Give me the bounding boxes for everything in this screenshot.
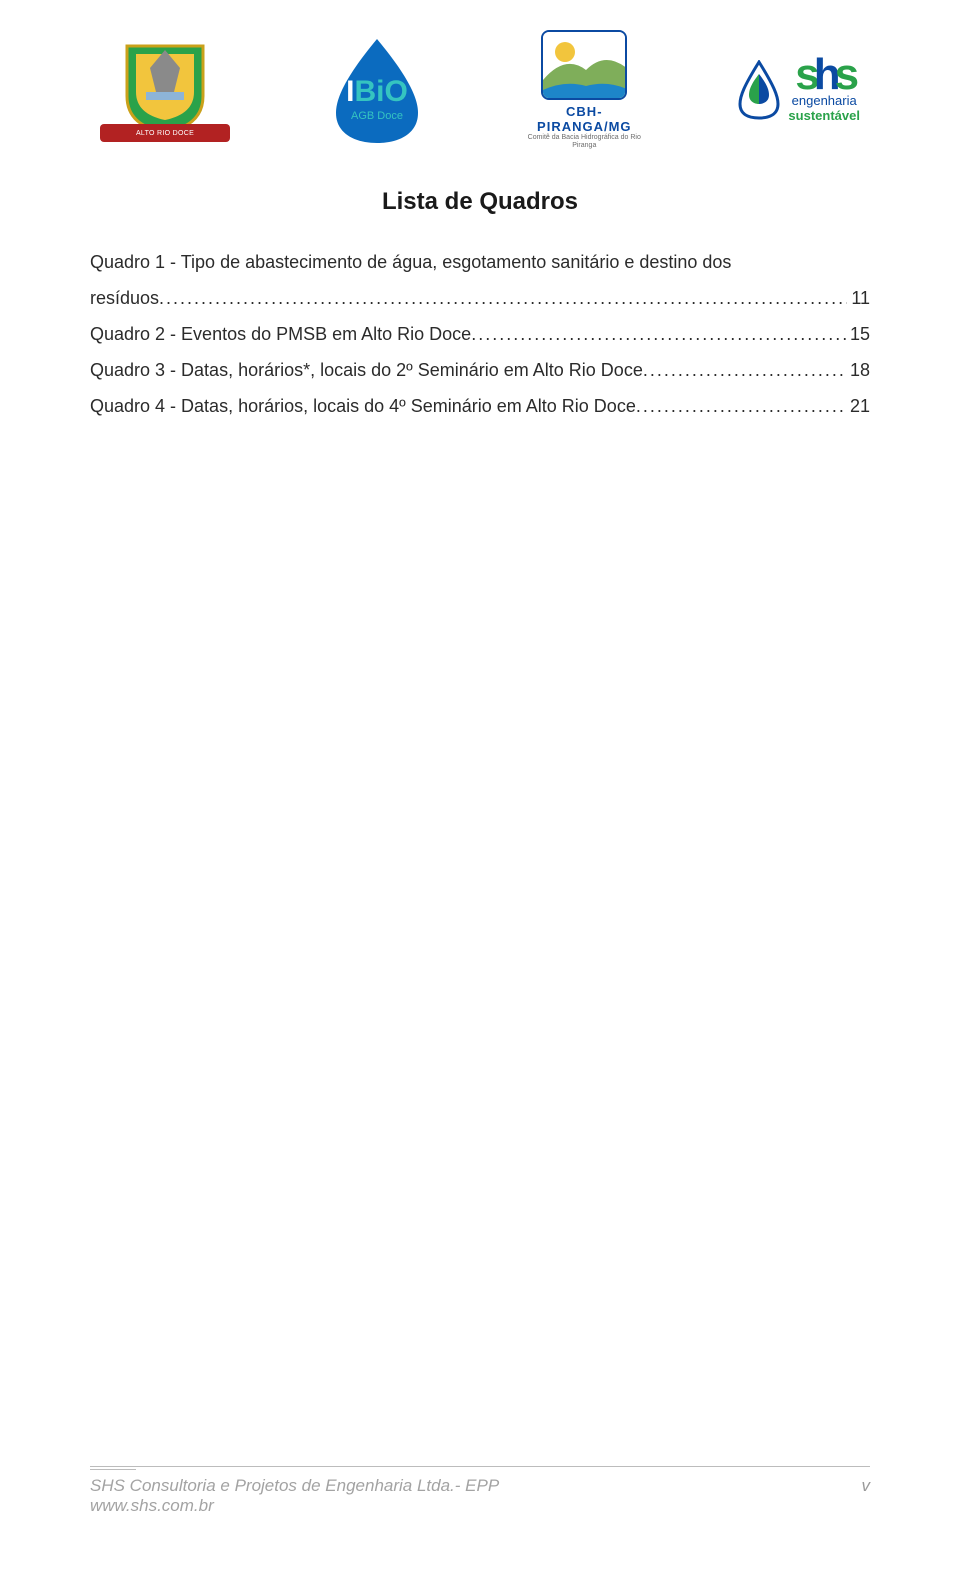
logo-cbh: CBH-PIRANGA/MG Comitê da Bacia Hidrográf… [524, 30, 644, 149]
toc-entry: Quadro 2 - Eventos do PMSB em Alto Rio D… [90, 316, 870, 352]
footer-rule-short [90, 1469, 136, 1470]
footer-page-label: v [862, 1476, 871, 1496]
logo-ibio: IBiO AGB Doce [322, 35, 432, 145]
toc-leader [159, 280, 847, 316]
toc-page: 18 [846, 352, 870, 388]
footer-company: SHS Consultoria e Projetos de Engenharia… [90, 1476, 499, 1496]
ibio-drop-icon: IBiO AGB Doce [322, 35, 432, 145]
toc-text-line2: resíduos [90, 280, 159, 316]
toc-text: Quadro 4 - Datas, horários, locais do 4º… [90, 388, 636, 424]
footer-rule [90, 1466, 870, 1467]
crest-shield-icon [122, 38, 208, 134]
crest-banner: ALTO RIO DOCE [100, 124, 230, 142]
ibio-subtext: AGB Doce [351, 110, 403, 122]
toc-entry: Quadro 3 - Datas, horários*, locais do 2… [90, 352, 870, 388]
toc-list: Quadro 1 - Tipo de abastecimento de água… [90, 244, 870, 424]
toc-leader [471, 316, 846, 352]
cbh-frame-icon [541, 30, 627, 100]
footer-url: www.shs.com.br [90, 1496, 499, 1516]
cbh-sub: Comitê da Bacia Hidrográfica do Rio Pira… [524, 134, 644, 149]
shs-label-2: sustentável [788, 108, 860, 123]
crest-banner-text: ALTO RIO DOCE [136, 130, 194, 137]
toc-page: 15 [846, 316, 870, 352]
toc-leader [643, 352, 846, 388]
shs-letters: shs [795, 58, 853, 91]
page: ALTO RIO DOCE IBiO AGB Doce [0, 0, 960, 1572]
logo-shs: shs engenharia sustentável [736, 58, 860, 123]
shs-label-1: engenharia [792, 93, 857, 108]
page-title: Lista de Quadros [90, 188, 870, 216]
toc-entry: Quadro 1 - Tipo de abastecimento de água… [90, 244, 870, 316]
toc-page: 21 [846, 388, 870, 424]
shs-drop-icon [736, 60, 782, 120]
header-logos: ALTO RIO DOCE IBiO AGB Doce [90, 30, 870, 160]
toc-entry: Quadro 4 - Datas, horários, locais do 4º… [90, 388, 870, 424]
toc-text-line1: Quadro 1 - Tipo de abastecimento de água… [90, 244, 870, 280]
toc-text: Quadro 2 - Eventos do PMSB em Alto Rio D… [90, 316, 471, 352]
logo-crest: ALTO RIO DOCE [100, 38, 230, 142]
toc-leader [636, 388, 846, 424]
cbh-title: CBH-PIRANGA/MG [524, 104, 644, 134]
page-footer: SHS Consultoria e Projetos de Engenharia… [90, 1466, 870, 1516]
toc-text: Quadro 3 - Datas, horários*, locais do 2… [90, 352, 643, 388]
toc-page: 11 [847, 280, 870, 316]
svg-text:IBiO: IBiO [346, 75, 408, 108]
